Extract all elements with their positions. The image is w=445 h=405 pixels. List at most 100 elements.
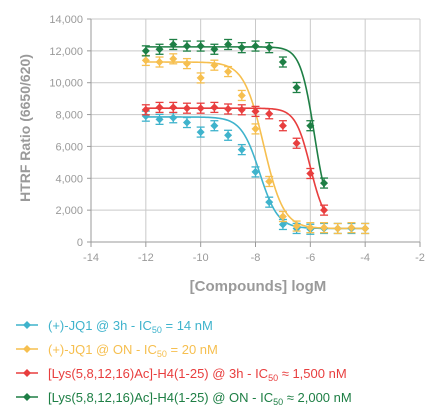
x-tick-label: -10 bbox=[193, 252, 209, 264]
y-tick-label: 6,000 bbox=[55, 141, 83, 153]
data-point bbox=[237, 143, 246, 156]
diamond-marker bbox=[278, 212, 287, 221]
diamond-marker bbox=[361, 224, 370, 233]
y-tick-label: 0 bbox=[77, 237, 83, 249]
diamond-marker bbox=[169, 103, 178, 112]
diamond-marker bbox=[292, 139, 301, 148]
legend-marker bbox=[23, 345, 31, 353]
axes bbox=[87, 18, 421, 247]
data-point bbox=[224, 38, 233, 51]
legend-marker bbox=[23, 321, 31, 329]
data-point bbox=[210, 101, 219, 114]
x-tick-label: -6 bbox=[305, 252, 315, 264]
legend-label: (+)-JQ1 @ 3h - IC50 = 14 nM bbox=[48, 318, 213, 335]
diamond-marker bbox=[292, 83, 301, 92]
data-point bbox=[169, 53, 178, 65]
data-point bbox=[361, 222, 370, 235]
data-point bbox=[278, 218, 287, 231]
y-axis-title: HTRF Ratio (6650/620) bbox=[17, 54, 33, 202]
diamond-marker bbox=[251, 167, 260, 176]
diamond-marker bbox=[237, 145, 246, 154]
diamond-marker bbox=[237, 91, 246, 100]
diamond-marker bbox=[169, 113, 178, 122]
diamond-marker bbox=[141, 105, 150, 114]
diamond-marker bbox=[196, 73, 205, 82]
data-point bbox=[210, 120, 219, 132]
diamond-marker bbox=[155, 58, 164, 67]
y-tick-label: 4,000 bbox=[55, 173, 83, 185]
data-point bbox=[182, 57, 191, 70]
legend-item-3: [Lys(5,8,12,16)Ac]-H4(1-25) @ 3h - IC50 … bbox=[16, 366, 347, 383]
diamond-marker bbox=[141, 56, 150, 65]
tick-labels: 0 2,000 4,000 6,000 8,000 10,000 12,000 14,000 -… bbox=[49, 14, 425, 264]
data-point bbox=[196, 72, 205, 84]
data-point bbox=[251, 105, 260, 118]
diamond-marker bbox=[278, 58, 287, 67]
legend-marker bbox=[23, 369, 31, 377]
diamond-marker bbox=[347, 223, 356, 232]
x-tick-label: -14 bbox=[83, 252, 99, 264]
data-point bbox=[265, 108, 274, 120]
y-tick-label: 12,000 bbox=[49, 46, 83, 58]
diamond-marker bbox=[265, 109, 274, 118]
data-point bbox=[278, 56, 287, 68]
data-point bbox=[292, 220, 301, 232]
data-points bbox=[141, 38, 370, 235]
diamond-marker bbox=[306, 223, 315, 232]
x-tick-label: -2 bbox=[415, 252, 425, 264]
data-point bbox=[155, 113, 164, 125]
data-point bbox=[196, 102, 205, 114]
data-point bbox=[196, 126, 205, 138]
data-point bbox=[333, 222, 342, 235]
data-point bbox=[237, 104, 246, 116]
data-point bbox=[169, 101, 178, 114]
diamond-marker bbox=[210, 121, 219, 130]
diamond-marker bbox=[196, 128, 205, 137]
data-point bbox=[320, 177, 329, 189]
data-point bbox=[196, 40, 205, 52]
data-point bbox=[237, 89, 246, 102]
data-point bbox=[141, 45, 150, 57]
data-point bbox=[182, 40, 191, 52]
data-point bbox=[265, 42, 274, 54]
diamond-marker bbox=[237, 105, 246, 114]
diamond-marker bbox=[333, 224, 342, 233]
diamond-marker bbox=[155, 115, 164, 124]
legend-label: [Lys(5,8,12,16)Ac]-H4(1-25) @ 3h - IC50 … bbox=[48, 366, 347, 383]
diamond-marker bbox=[169, 54, 178, 63]
data-point bbox=[306, 120, 315, 132]
data-point bbox=[141, 104, 150, 116]
diamond-marker bbox=[182, 118, 191, 127]
diamond-marker bbox=[251, 42, 260, 51]
data-point bbox=[155, 43, 164, 55]
legend-item-2: (+)-JQ1 @ ON - IC50 = 20 nM bbox=[16, 342, 218, 359]
x-tick-label: -4 bbox=[360, 252, 370, 264]
data-point bbox=[182, 102, 191, 114]
diamond-marker bbox=[169, 40, 178, 49]
diamond-marker bbox=[320, 206, 329, 215]
diamond-marker bbox=[320, 223, 329, 232]
data-point bbox=[292, 137, 301, 149]
data-point bbox=[224, 65, 233, 78]
x-tick-label: -12 bbox=[138, 252, 154, 264]
diamond-marker bbox=[320, 179, 329, 188]
diamond-marker bbox=[210, 61, 219, 70]
data-point bbox=[265, 175, 274, 188]
data-point bbox=[320, 222, 329, 234]
y-tick-label: 14,000 bbox=[49, 14, 83, 26]
legend-label: [Lys(5,8,12,16)Ac]-H4(1-25) @ ON - IC50 … bbox=[48, 390, 352, 405]
y-tick-label: 10,000 bbox=[49, 78, 83, 90]
diamond-marker bbox=[196, 42, 205, 51]
legend-item-4: [Lys(5,8,12,16)Ac]-H4(1-25) @ ON - IC50 … bbox=[16, 390, 352, 405]
legend: (+)-JQ1 @ 3h - IC50 = 14 nM (+)-JQ1 @ ON … bbox=[16, 318, 352, 405]
y-tick-label: 2,000 bbox=[55, 205, 83, 217]
diamond-marker bbox=[210, 103, 219, 112]
diamond-marker bbox=[182, 42, 191, 51]
diamond-marker bbox=[224, 67, 233, 76]
x-tick-label: -8 bbox=[251, 252, 261, 264]
diamond-marker bbox=[251, 107, 260, 116]
diamond-marker bbox=[182, 104, 191, 113]
data-point bbox=[237, 42, 246, 54]
legend-label: (+)-JQ1 @ ON - IC50 = 20 nM bbox=[48, 342, 218, 359]
